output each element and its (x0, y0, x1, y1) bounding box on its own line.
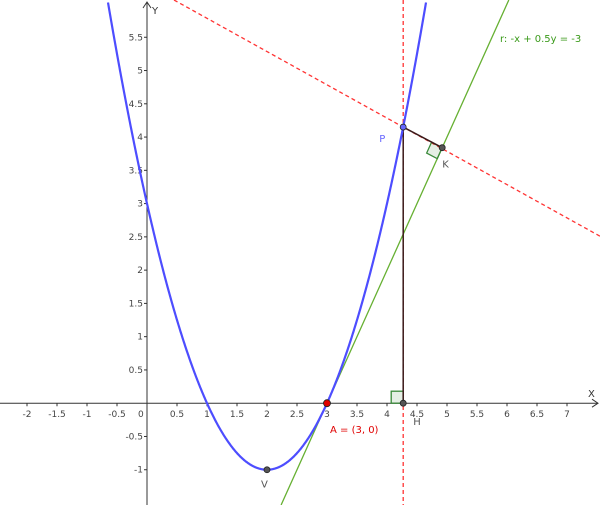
x-tick-label: -2 (23, 410, 32, 420)
x-tick-label: 3.5 (350, 410, 364, 420)
y-tick-label: 1.5 (129, 299, 143, 309)
x-tick-label: 1 (204, 410, 210, 420)
y-tick-label: 4.5 (129, 100, 143, 110)
point-label-A: A = (3, 0) (330, 425, 379, 436)
x-tick-label: -1.5 (48, 410, 66, 420)
x-tick-label: 5 (444, 410, 450, 420)
tangent-line-label: r: -x + 0.5y = -3 (500, 34, 581, 45)
y-tick-label: 1 (137, 333, 143, 343)
y-tick-label: 0.5 (129, 366, 143, 376)
y-tick-label: 5 (137, 67, 143, 77)
y-tick-label: 4 (137, 133, 143, 143)
point-V (263, 466, 271, 474)
x-tick-label: 6 (504, 410, 510, 420)
x-tick-label: 0.5 (170, 410, 184, 420)
point-K (438, 144, 446, 152)
right-angle-marker-K (425, 141, 444, 160)
origin-label: 0 (138, 410, 144, 420)
x-tick-label: 6.5 (530, 410, 544, 420)
x-tick-label: 4.5 (410, 410, 424, 420)
y-axis-arrow-icon (142, 1, 152, 9)
x-axis-label: X (588, 389, 595, 400)
point-P (399, 123, 407, 131)
point-H (399, 399, 407, 407)
x-tick-label: 2 (264, 410, 270, 420)
x-tick-label: 7 (564, 410, 570, 420)
point-label-K: K (442, 160, 449, 171)
segment-PK (402, 126, 443, 149)
y-tick-label: 2.5 (129, 233, 143, 243)
x-tick-label: 3 (324, 410, 330, 420)
x-tick-label: -1 (83, 410, 92, 420)
x-tick-label: 1.5 (230, 410, 244, 420)
x-tick-label: 5.5 (470, 410, 484, 420)
x-tick-label: 4 (384, 410, 390, 420)
x-tick-label: 2.5 (290, 410, 304, 420)
y-tick-label: -1 (134, 466, 143, 476)
y-axis-label: Y (151, 6, 159, 17)
point-A (323, 399, 331, 408)
y-tick-label: 3.5 (129, 166, 143, 176)
y-tick-label: 3 (137, 200, 143, 210)
point-label-P: P (379, 134, 385, 145)
point-label-V: V (261, 480, 268, 491)
tangent-line-r (280, 0, 510, 505)
x-tick-label: -0.5 (108, 410, 126, 420)
y-tick-label: 2 (137, 266, 143, 276)
parabola-curve (106, 2, 428, 471)
x-axis-arrow-icon (591, 398, 599, 408)
point-label-H: H (413, 417, 421, 428)
y-tick-label: 5.5 (129, 33, 143, 43)
y-tick-label: -0.5 (125, 432, 143, 442)
